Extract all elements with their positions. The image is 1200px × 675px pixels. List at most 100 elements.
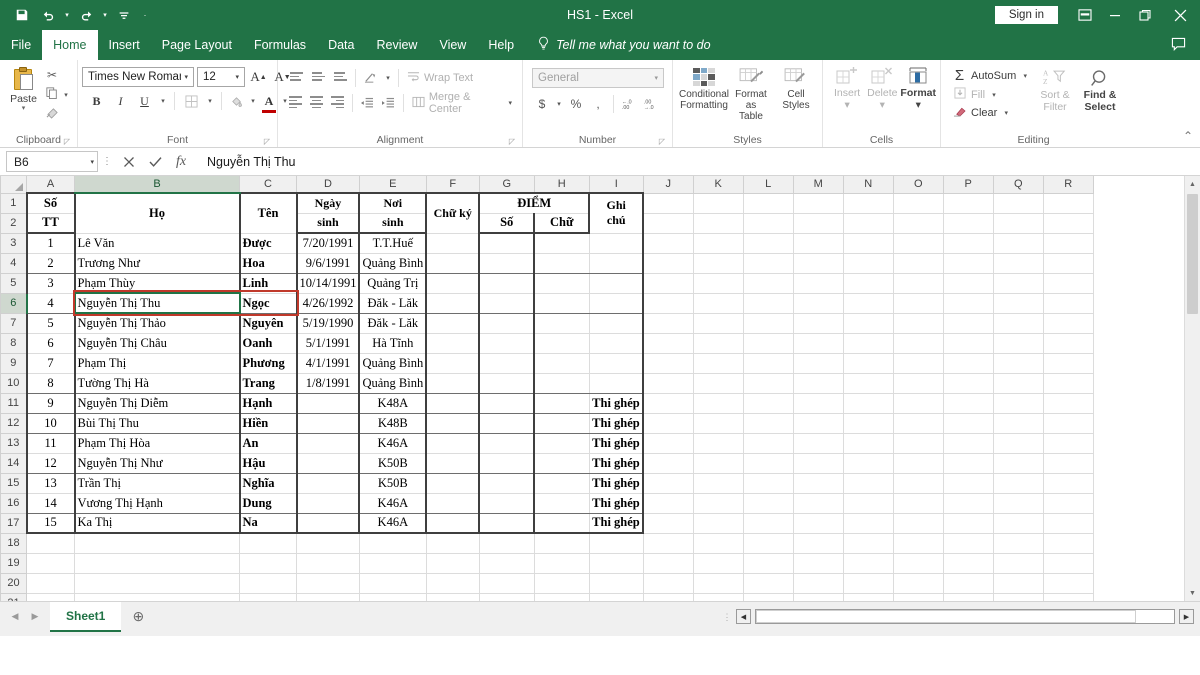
cell-A19[interactable]	[26, 552, 75, 574]
tab-formulas[interactable]: Formulas	[253, 38, 307, 52]
ribbon-display-options-icon[interactable]	[1070, 0, 1100, 30]
cell-F11[interactable]	[425, 392, 480, 414]
row-header-11[interactable]: 11	[0, 392, 27, 414]
cell-H2[interactable]: Chữ	[533, 212, 591, 234]
cell-H17[interactable]	[533, 512, 590, 534]
increase-decimal-icon[interactable]: ←.0.00	[619, 94, 639, 113]
cell-E3[interactable]: T.T.Huế	[358, 232, 427, 254]
row-header-10[interactable]: 10	[0, 372, 27, 394]
cell-R13[interactable]	[1042, 432, 1094, 454]
cell-N3[interactable]	[842, 232, 894, 254]
cell-D21[interactable]	[296, 592, 360, 601]
scroll-grip-icon[interactable]: ⋮	[722, 611, 732, 622]
cell-C10[interactable]: Trang	[238, 372, 297, 394]
cell-M15[interactable]	[792, 472, 844, 494]
cell-D14[interactable]	[295, 452, 360, 474]
chevron-down-icon[interactable]: ▾	[184, 74, 188, 81]
italic-button[interactable]: I	[118, 93, 123, 108]
cell-J8[interactable]	[642, 332, 694, 354]
tab-home[interactable]: Home	[42, 30, 98, 60]
underline-dropdown-icon[interactable]: ▾	[161, 98, 165, 105]
column-header-K[interactable]: K	[692, 176, 744, 194]
paste-button[interactable]: Paste ▾	[4, 65, 43, 112]
cell-D4[interactable]: 9/6/1991	[295, 252, 360, 274]
cell-F12[interactable]	[425, 412, 480, 434]
save-icon[interactable]	[10, 4, 34, 26]
tell-me-box[interactable]: Tell me what you want to do	[525, 30, 711, 60]
cell-R7[interactable]	[1042, 312, 1094, 334]
cell-I16[interactable]: Thi ghép	[588, 492, 645, 514]
vertical-scroll-track[interactable]	[1185, 192, 1200, 585]
cell-L6[interactable]	[742, 292, 794, 314]
cell-K3[interactable]	[692, 232, 744, 254]
decrease-decimal-icon[interactable]: .00 →.0	[641, 94, 661, 113]
chevron-down-icon[interactable]: ▾	[879, 99, 885, 111]
cell-G15[interactable]	[478, 472, 535, 494]
cell-F13[interactable]	[425, 432, 480, 454]
cell-B19[interactable]	[74, 552, 240, 574]
scroll-down-icon[interactable]: ▼	[1189, 589, 1196, 597]
name-box[interactable]: B6 ▾	[6, 151, 98, 172]
cell-O6[interactable]	[892, 292, 944, 314]
grid-area[interactable]: A B C D E F G H I J K L M N O P Q R	[0, 176, 1184, 601]
undo-icon[interactable]	[36, 4, 60, 26]
row-header-13[interactable]: 13	[0, 432, 27, 454]
cell-O16[interactable]	[892, 492, 944, 514]
cell-A17[interactable]: 15	[25, 512, 75, 534]
cell-G5[interactable]	[478, 272, 535, 294]
horizontal-scroll-thumb[interactable]	[756, 610, 1136, 623]
row-header-1[interactable]: 1	[0, 192, 27, 214]
cell-G1[interactable]: ĐIỂM	[478, 192, 591, 214]
cell-C21[interactable]	[239, 592, 297, 601]
format-painter-button[interactable]	[43, 106, 73, 123]
cell-B6[interactable]: Nguyễn Thị Thu	[73, 292, 240, 314]
bold-button[interactable]: B	[92, 93, 101, 108]
cell-A14[interactable]: 12	[25, 452, 75, 474]
cell-N14[interactable]	[842, 452, 894, 474]
fill-color-icon[interactable]	[228, 91, 245, 111]
column-header-M[interactable]: M	[792, 176, 844, 194]
cell-N9[interactable]	[842, 352, 894, 374]
chevron-down-icon[interactable]: ▾	[235, 74, 239, 81]
cell-E21[interactable]	[358, 592, 427, 601]
decrease-indent-icon[interactable]	[358, 94, 377, 113]
cell-N15[interactable]	[842, 472, 894, 494]
cell-K21[interactable]	[692, 592, 744, 601]
cell-L9[interactable]	[742, 352, 794, 374]
previous-sheet-icon[interactable]: ◀	[11, 611, 19, 621]
cell-R5[interactable]	[1042, 272, 1094, 294]
cell-G17[interactable]	[478, 512, 535, 534]
cell-L1[interactable]	[742, 192, 794, 214]
cell-L12[interactable]	[742, 412, 794, 434]
tab-data[interactable]: Data	[328, 38, 355, 52]
cell-F1[interactable]: Chữ ký	[425, 192, 480, 234]
cell-N1[interactable]	[842, 192, 894, 214]
cell-L18[interactable]	[742, 532, 794, 554]
cell-G4[interactable]	[478, 252, 535, 274]
cell-I9[interactable]	[588, 352, 645, 374]
cell-C7[interactable]: Nguyên	[238, 312, 297, 334]
cell-L16[interactable]	[742, 492, 794, 514]
cell-C4[interactable]: Hoa	[238, 252, 297, 274]
cell-Q11[interactable]	[992, 392, 1044, 414]
cell-N11[interactable]	[842, 392, 894, 414]
cell-D18[interactable]	[296, 532, 360, 554]
sign-in-button[interactable]: Sign in	[994, 6, 1058, 24]
cell-B15[interactable]: Trần Thị	[73, 472, 240, 494]
cell-D8[interactable]: 5/1/1991	[295, 332, 360, 354]
cell-G18[interactable]	[478, 532, 535, 554]
font-name-combo[interactable]: Times New Roman ▾	[82, 67, 194, 87]
cell-K13[interactable]	[692, 432, 744, 454]
cell-N2[interactable]	[842, 212, 894, 234]
conditional-formatting-button[interactable]: Conditional Formatting	[679, 65, 729, 111]
column-header-B[interactable]: B	[74, 176, 240, 194]
align-middle-icon[interactable]	[308, 68, 328, 87]
cell-K16[interactable]	[692, 492, 744, 514]
cell-E11[interactable]: K48A	[358, 392, 427, 414]
cell-L10[interactable]	[742, 372, 794, 394]
clipboard-dialog-launcher[interactable]: ◸	[63, 137, 70, 146]
cell-E13[interactable]: K46A	[358, 432, 427, 454]
format-as-table-button[interactable]: Format as Table	[729, 65, 773, 122]
cell-Q2[interactable]	[992, 212, 1044, 234]
cell-N18[interactable]	[842, 532, 894, 554]
